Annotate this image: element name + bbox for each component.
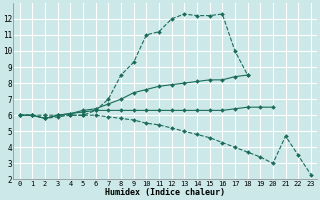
X-axis label: Humidex (Indice chaleur): Humidex (Indice chaleur)	[105, 188, 225, 197]
